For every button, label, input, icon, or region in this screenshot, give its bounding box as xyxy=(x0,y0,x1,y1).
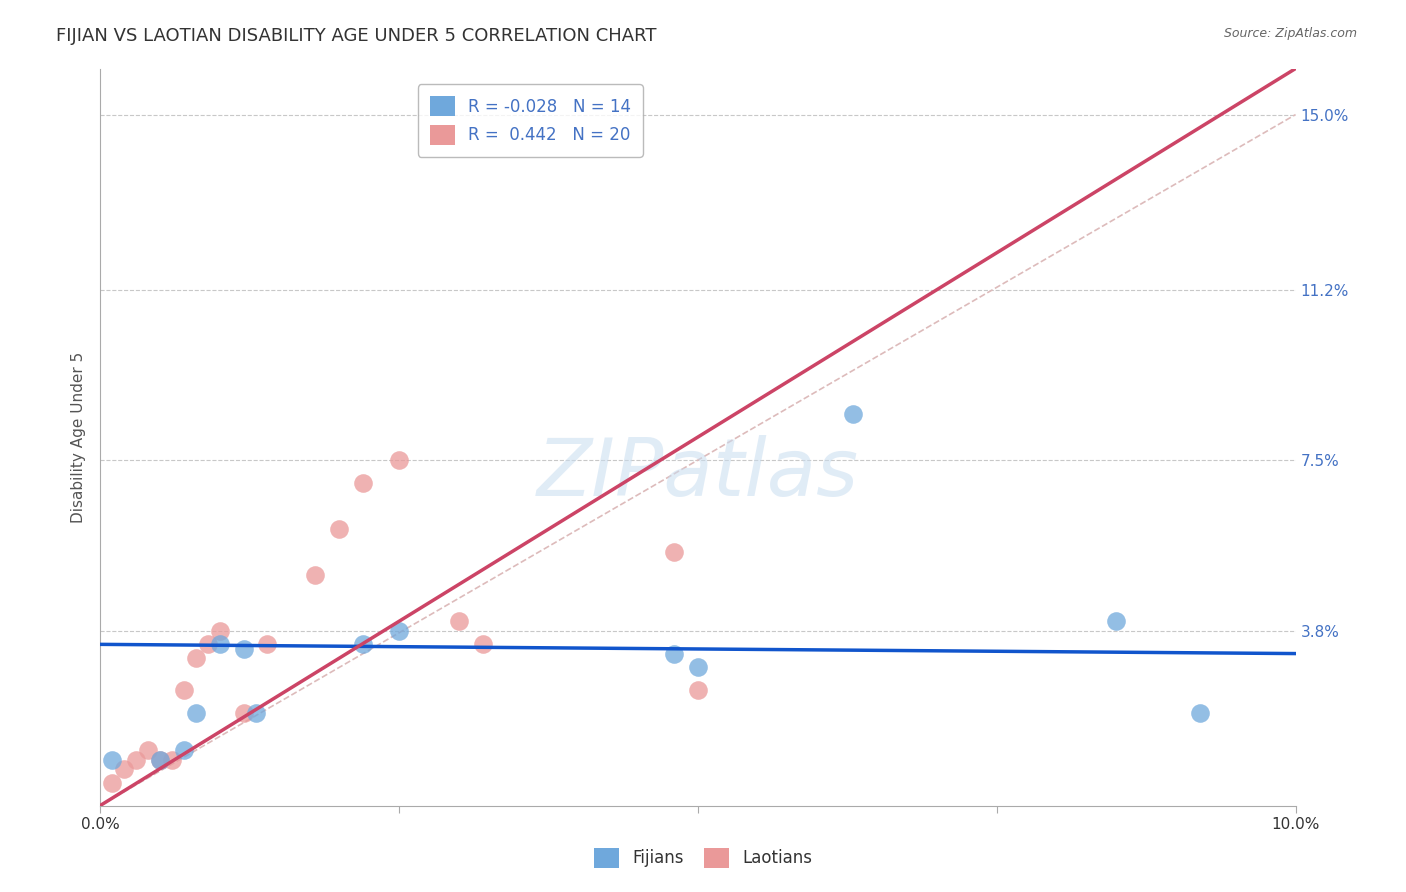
Point xyxy=(125,752,148,766)
Point xyxy=(352,637,374,651)
Y-axis label: Disability Age Under 5: Disability Age Under 5 xyxy=(72,351,86,523)
Point xyxy=(208,624,231,638)
Text: FIJIAN VS LAOTIAN DISABILITY AGE UNDER 5 CORRELATION CHART: FIJIAN VS LAOTIAN DISABILITY AGE UNDER 5… xyxy=(56,27,657,45)
Point xyxy=(232,642,254,657)
Point xyxy=(173,743,195,757)
Point xyxy=(842,407,865,421)
Point xyxy=(388,453,411,467)
Point xyxy=(686,660,709,674)
Text: ZIPatlas: ZIPatlas xyxy=(537,435,859,513)
Point xyxy=(256,637,278,651)
Point xyxy=(245,706,267,721)
Point xyxy=(1105,615,1128,629)
Point xyxy=(447,615,470,629)
Point xyxy=(352,476,374,491)
Point xyxy=(471,637,494,651)
Point xyxy=(232,706,254,721)
Point xyxy=(149,752,172,766)
Point xyxy=(304,568,326,582)
Point xyxy=(173,683,195,698)
Legend: R = -0.028   N = 14, R =  0.442   N = 20: R = -0.028 N = 14, R = 0.442 N = 20 xyxy=(418,84,643,157)
Point xyxy=(136,743,159,757)
Text: Source: ZipAtlas.com: Source: ZipAtlas.com xyxy=(1223,27,1357,40)
Point xyxy=(1188,706,1211,721)
Point xyxy=(101,775,124,789)
Point xyxy=(197,637,219,651)
Point xyxy=(328,522,350,536)
Point xyxy=(208,637,231,651)
Point xyxy=(184,706,207,721)
Point xyxy=(686,683,709,698)
Point xyxy=(662,647,685,661)
Point xyxy=(184,651,207,665)
Point xyxy=(160,752,183,766)
Point xyxy=(149,752,172,766)
Point xyxy=(101,752,124,766)
Point xyxy=(388,624,411,638)
Point xyxy=(112,762,135,776)
Point xyxy=(662,545,685,559)
Legend: Fijians, Laotians: Fijians, Laotians xyxy=(588,841,818,875)
